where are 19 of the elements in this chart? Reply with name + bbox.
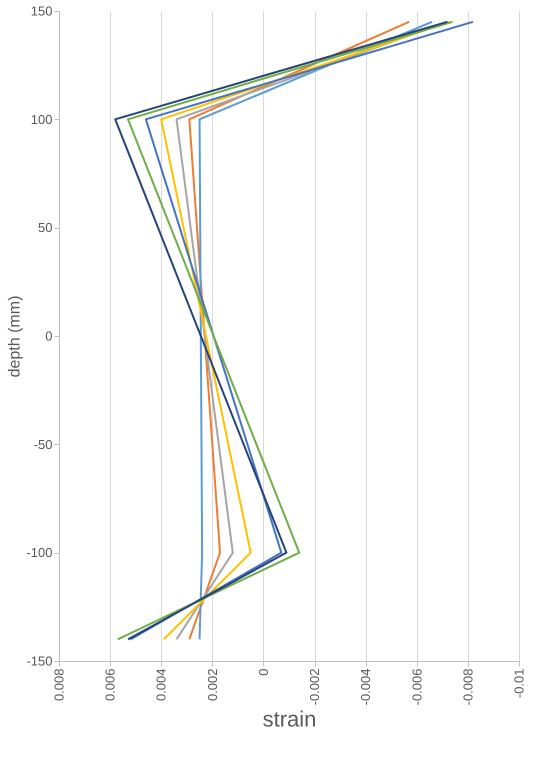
- y-tick-label: -50: [34, 436, 52, 452]
- x-tick-label: 0.006: [102, 668, 118, 702]
- x-tick-label: -0.004: [358, 668, 374, 706]
- y-tick-label: -150: [26, 654, 52, 668]
- x-tick-label: -0.008: [460, 668, 476, 706]
- x-axis-title: strain: [262, 706, 316, 732]
- y-tick-label: 150: [30, 4, 52, 18]
- x-tick-label: -0.006: [409, 668, 424, 706]
- x-tick-label: -0.01: [512, 668, 526, 698]
- y-tick-label: 0: [45, 328, 52, 344]
- x-tick-label: 0.002: [204, 668, 220, 702]
- y-tick-label: 50: [38, 220, 52, 236]
- y-tick-label: 100: [30, 112, 52, 127]
- y-axis-title: depth (mm): [6, 296, 24, 378]
- x-tick-label: 0.008: [52, 668, 66, 702]
- x-tick-label: -0.002: [307, 668, 322, 706]
- y-tick-label: -100: [26, 545, 52, 560]
- x-tick-label: 0.004: [154, 668, 169, 702]
- x-tick-label: 0: [256, 668, 271, 676]
